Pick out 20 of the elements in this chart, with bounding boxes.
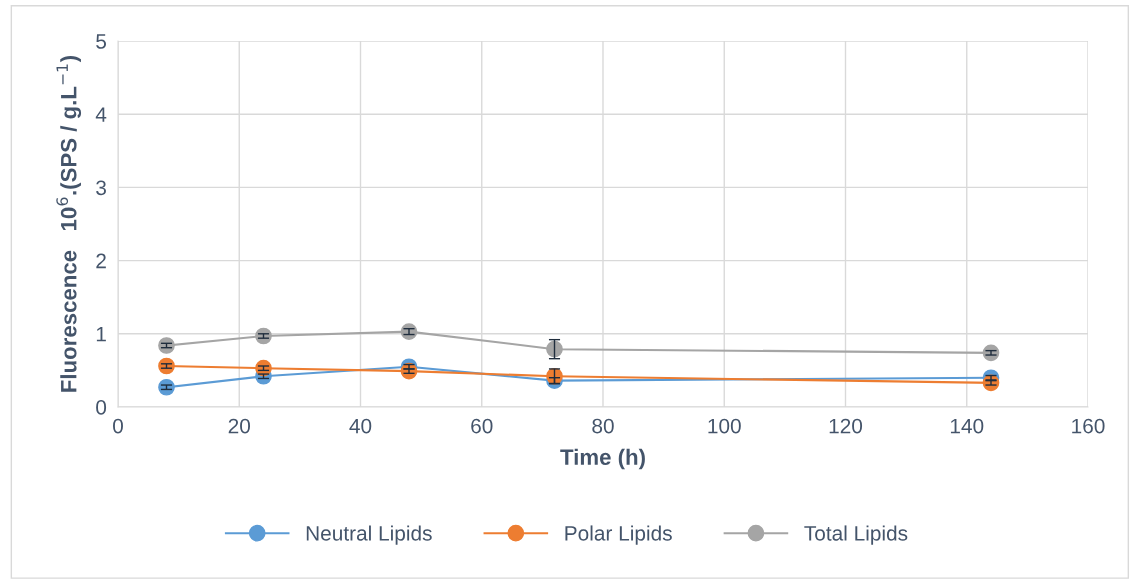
y-tick-label: 4 [95,107,107,122]
y-axis-title: Fluorescence 10$^{6}$.(SPS / g.L$^{−1}$) [56,56,82,392]
y-tick-label: 3 [96,180,106,196]
legend-label: Total Lipids [804,525,908,545]
x-tick-label: 0 [113,418,123,434]
x-tick-label: 20 [228,418,251,434]
y-tick-label: 0 [96,400,107,415]
legend-label: Neutral Lipids [306,525,432,545]
y-tick-label: 5 [96,34,107,49]
x-tick-label: 40 [349,418,372,434]
x-axis-title: Time (h) [560,448,645,470]
y-tick-label: 1 [96,327,106,342]
x-tick-label: 100 [708,418,741,434]
x-tick-label: 160 [1072,418,1105,434]
x-tick-label: 120 [829,418,863,434]
x-tick-label: 80 [592,418,614,434]
legend-label: Polar Lipids [565,525,672,545]
x-tick-label: 60 [471,418,493,434]
y-tick-label: 2 [96,253,106,269]
x-tick-label: 140 [950,418,984,434]
